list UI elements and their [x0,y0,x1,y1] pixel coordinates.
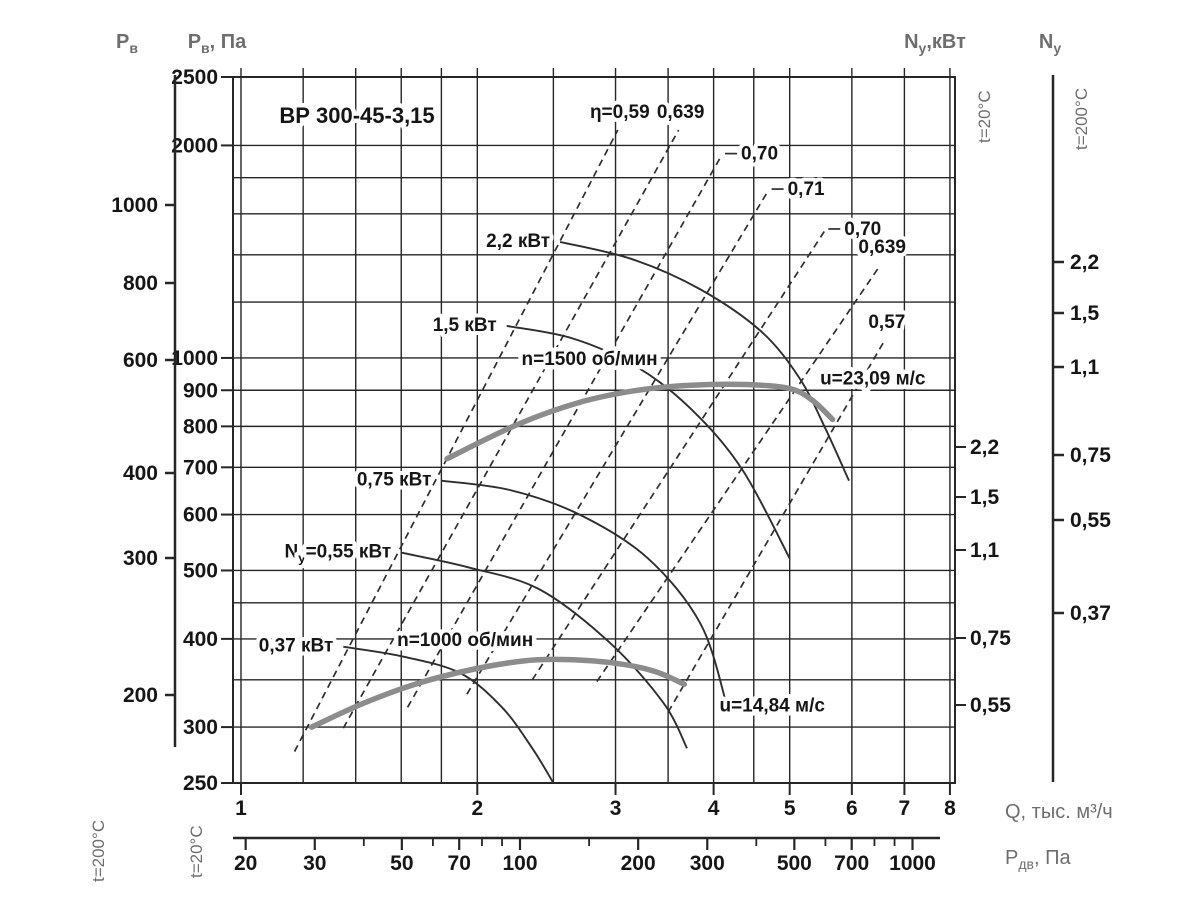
tick-label: 5 [784,797,796,820]
tick-label: 50 [390,852,413,875]
efficiency-label: η=0,59 [590,102,650,123]
tick-label: 2500 [171,66,218,89]
tick-label: 30 [303,852,326,875]
power-curves: 2,2 кВт 1,5 кВт 0,75 кВт Nу=0,55 кВт 0,37 кВ… [255,227,850,784]
tick-label: 0,55 [1070,509,1111,532]
tick-label: 1000 [171,347,218,370]
tick-label: 2,2 [1070,251,1099,274]
tick-label: 500 [183,559,218,582]
efficiency-label: 0,639 [657,102,705,123]
power-curve [400,551,688,749]
axis-title-pv200: Pв [116,31,138,56]
tick-label: 0,55 [970,694,1011,717]
tick-label: 900 [183,379,218,402]
power-label: 1,5 кВт [433,315,497,336]
axis-pdv: 20 30 50 70 100 200 300 500 700 1000 Pдв, Па [233,836,1071,875]
axis-title-n20: Nу,кВт [904,31,966,56]
power-curve [506,324,791,559]
tick-label: 2000 [171,134,218,157]
tick-label: 3 [610,797,622,820]
axis-pv-200: 1000 800 600 400 300 200 Pв t=200°C [89,31,177,882]
efficiency-line-070 [406,154,723,708]
axis-title-pv20: Pв, Па [188,31,247,56]
tick-label: 300 [123,547,158,570]
tick-label: 500 [777,852,812,875]
tick-label: 0,75 [970,627,1011,650]
axis-q: 1 2 3 4 5 6 7 8 Q, тыс. м³/ч [235,783,1113,823]
tick-label: 600 [183,504,218,527]
efficiency-label: 0,71 [788,179,825,200]
tick-label: 0,37 [1070,602,1111,625]
u-label: u=14,84 м/с [719,695,825,716]
axis-n-200: 2,2 1,5 1,1 0,75 0,55 0,37 Nу t=200°C [1039,31,1111,782]
tick-label: 2,2 [970,436,999,459]
tick-label: 600 [123,349,158,372]
plot-border [232,76,956,784]
tick-label: 7 [899,797,911,820]
tick-label: 700 [834,852,869,875]
power-label: 0,37 кВт [259,636,334,657]
axis-title-n200: Nу [1039,31,1061,56]
power-label: 0,75 кВт [357,470,432,491]
efficiency-line-0639 [596,264,881,683]
tick-label: 400 [123,462,158,485]
tick-label: 300 [183,716,218,739]
tick-label: 400 [183,628,218,651]
efficiency-label: 0,70 [741,144,778,165]
temp-label-20c-right: t=20°C [975,90,994,143]
u-label: u=23,09 м/с [820,369,926,390]
temp-label-200c-left: t=200°C [89,820,108,882]
speed-curves: n=1500 об/мин u=23,09 м/с n=1000 об/мин u=1… [308,344,930,730]
power-curve [559,240,850,482]
axis-title-q: Q, тыс. м³/ч [1005,801,1113,823]
tick-label: 2 [471,797,483,820]
tick-label: 8 [944,797,956,820]
tick-label: 250 [183,772,218,795]
tick-label: 800 [183,415,218,438]
tick-label: 20 [234,852,257,875]
tick-label: 100 [502,852,537,875]
tick-label: 0,75 [1070,444,1111,467]
axis-pv-20: 2500 2000 1000 900 800 700 600 500 400 300 250 Pв, … [171,31,247,878]
efficiency-label: 0,57 [868,312,905,333]
temp-label-200c-right: t=200°C [1072,88,1091,150]
grid [233,68,955,784]
tick-label: 200 [123,684,158,707]
power-curve [343,645,555,784]
speed-curve [444,381,836,462]
tick-label: 1,5 [1070,302,1100,325]
tick-label: 800 [123,272,158,295]
tick-label: 1000 [111,194,158,217]
tick-label: 4 [708,797,720,820]
tick-label: 200 [621,852,656,875]
tick-label: 300 [690,852,725,875]
efficiency-line-059 [293,129,619,752]
efficiency-label: 0,639 [858,237,906,258]
efficiency-label: 0,70 [844,219,881,240]
tick-label: 1 [235,797,247,820]
temp-label-20c-left: t=20°C [187,825,206,878]
tick-label: 1,1 [1070,356,1100,379]
speed-label: n=1500 об/мин [522,349,658,370]
speed-label: n=1000 об/мин [397,630,533,651]
tick-label: 700 [183,456,218,479]
speed-curve [308,656,688,730]
power-label: Nу=0,55 кВт [284,542,391,566]
tick-label: 6 [846,797,858,820]
power-curve [441,479,728,703]
tick-label: 70 [448,852,471,875]
tick-label: 1000 [889,852,936,875]
axis-title-pdv: Pдв, Па [1005,847,1071,872]
efficiency-line-071 [466,189,770,695]
tick-label: 1,5 [970,486,1000,509]
axis-n-20: 2,2 1,5 1,1 0,75 0,55 Nу,кВт t=20°C [904,31,1011,717]
efficiency-line-070 [531,229,826,681]
tick-label: 1,1 [970,539,1000,562]
chart-title: ВР 300-45-3,15 [279,103,434,128]
power-label: 2,2 кВт [486,231,550,252]
